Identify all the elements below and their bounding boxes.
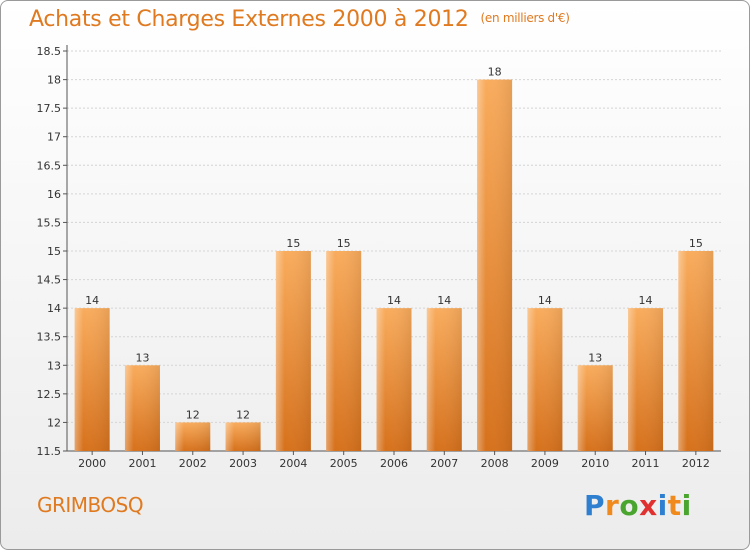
bar-shade (376, 308, 412, 451)
bar-shade (74, 308, 110, 451)
x-tick-label: 2012 (682, 457, 710, 470)
title-text: Achats et Charges Externes 2000 à 2012 (29, 7, 469, 32)
x-tick-label: 2003 (229, 457, 257, 470)
x-tick-label: 2008 (481, 457, 509, 470)
value-label: 18 (488, 66, 502, 79)
y-tick-label: 12 (47, 416, 61, 429)
labels: 11.5 12 12.5 13 13.5 14 14.5 15 15.5 16 16.5 17 17.5… (37, 45, 710, 470)
value-label: 13 (135, 351, 149, 364)
x-tick-label: 2004 (279, 457, 307, 470)
y-tick-label: 13.5 (37, 331, 62, 344)
y-tick-label: 14 (47, 302, 61, 315)
brand-letter: o (619, 489, 640, 522)
bar-shade (678, 251, 714, 451)
unit-label: (en milliers d'€) (480, 11, 570, 25)
value-label: 13 (588, 351, 602, 364)
value-label: 12 (236, 408, 250, 421)
y-tick-label: 16 (47, 188, 61, 201)
x-tick-label: 2005 (330, 457, 358, 470)
chart-title: Achats et Charges Externes 2000 à 2012 (e… (29, 7, 570, 32)
y-tick-label: 17 (47, 131, 61, 144)
y-tick-label: 18.5 (37, 45, 62, 58)
x-tick-label: 2000 (78, 457, 106, 470)
bar-shade (628, 308, 664, 451)
y-tick-label: 16.5 (37, 159, 62, 172)
bar-shade (577, 365, 613, 451)
bar-shade (527, 308, 563, 451)
bars (74, 79, 714, 452)
bar-shade (477, 79, 513, 452)
x-tick-label: 2006 (380, 457, 408, 470)
value-label: 14 (538, 294, 552, 307)
bar-shade (275, 251, 311, 451)
y-tick-label: 14.5 (37, 274, 62, 287)
y-tick-label: 15.5 (37, 216, 62, 229)
bar-shade (175, 422, 211, 451)
bar-shade (225, 422, 261, 451)
y-tick-label: 15 (47, 245, 61, 258)
value-label: 15 (337, 237, 351, 250)
value-label: 14 (437, 294, 451, 307)
x-tick-label: 2002 (179, 457, 207, 470)
bar-shade (124, 365, 160, 451)
commune-name: GRIMBOSQ (37, 493, 144, 517)
value-label: 14 (639, 294, 653, 307)
y-tick-label: 11.5 (37, 445, 62, 458)
x-tick-label: 2009 (531, 457, 559, 470)
brand-letter: t (667, 489, 682, 522)
x-tick-label: 2001 (128, 457, 156, 470)
bar-shade (426, 308, 462, 451)
y-tick-label: 17.5 (37, 102, 62, 115)
x-tick-label: 2010 (581, 457, 609, 470)
brand-letter: x (639, 489, 658, 522)
value-label: 14 (85, 294, 99, 307)
y-tick-label: 13 (47, 359, 61, 372)
x-tick-label: 2007 (430, 457, 458, 470)
value-label: 14 (387, 294, 401, 307)
value-label: 15 (689, 237, 703, 250)
value-label: 12 (186, 408, 200, 421)
brand-letter: P (584, 489, 606, 522)
bar-shade (326, 251, 362, 451)
y-tick-label: 12.5 (37, 388, 62, 401)
value-label: 15 (286, 237, 300, 250)
brand-letter: i (657, 489, 668, 522)
y-tick-label: 18 (47, 74, 61, 87)
x-tick-label: 2011 (632, 457, 660, 470)
brand-letter: i (681, 489, 692, 522)
brand-logo: Proxiti (584, 489, 692, 522)
brand-letter: r (605, 489, 620, 522)
